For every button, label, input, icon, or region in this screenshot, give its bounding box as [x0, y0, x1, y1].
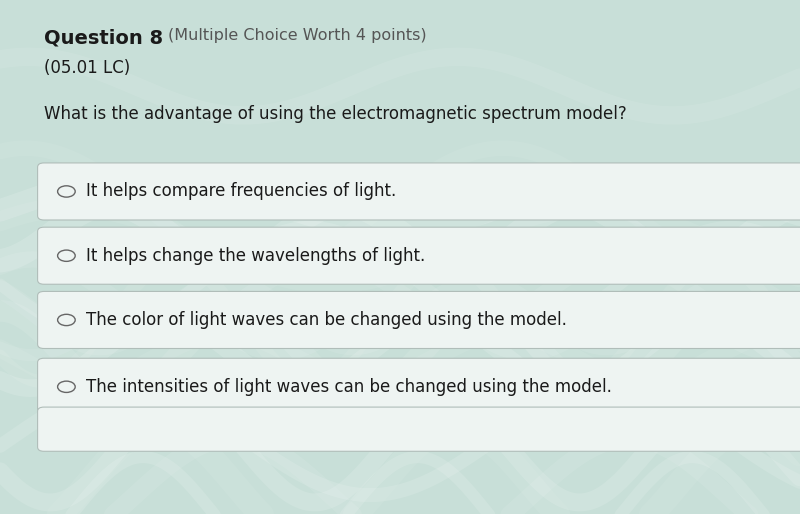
FancyBboxPatch shape	[38, 407, 800, 451]
Circle shape	[58, 186, 75, 197]
Text: Question 8: Question 8	[44, 28, 163, 47]
Text: It helps compare frequencies of light.: It helps compare frequencies of light.	[86, 182, 396, 200]
Text: (05.01 LC): (05.01 LC)	[44, 59, 130, 77]
Text: It helps change the wavelengths of light.: It helps change the wavelengths of light…	[86, 247, 425, 265]
FancyBboxPatch shape	[38, 227, 800, 284]
Text: What is the advantage of using the electromagnetic spectrum model?: What is the advantage of using the elect…	[44, 105, 626, 123]
Circle shape	[58, 381, 75, 393]
FancyBboxPatch shape	[38, 358, 800, 415]
Circle shape	[58, 314, 75, 326]
Text: The intensities of light waves can be changed using the model.: The intensities of light waves can be ch…	[86, 378, 611, 396]
Circle shape	[58, 250, 75, 261]
FancyBboxPatch shape	[38, 163, 800, 220]
Text: The color of light waves can be changed using the model.: The color of light waves can be changed …	[86, 311, 566, 329]
FancyBboxPatch shape	[38, 291, 800, 348]
Text: (Multiple Choice Worth 4 points): (Multiple Choice Worth 4 points)	[168, 28, 426, 43]
